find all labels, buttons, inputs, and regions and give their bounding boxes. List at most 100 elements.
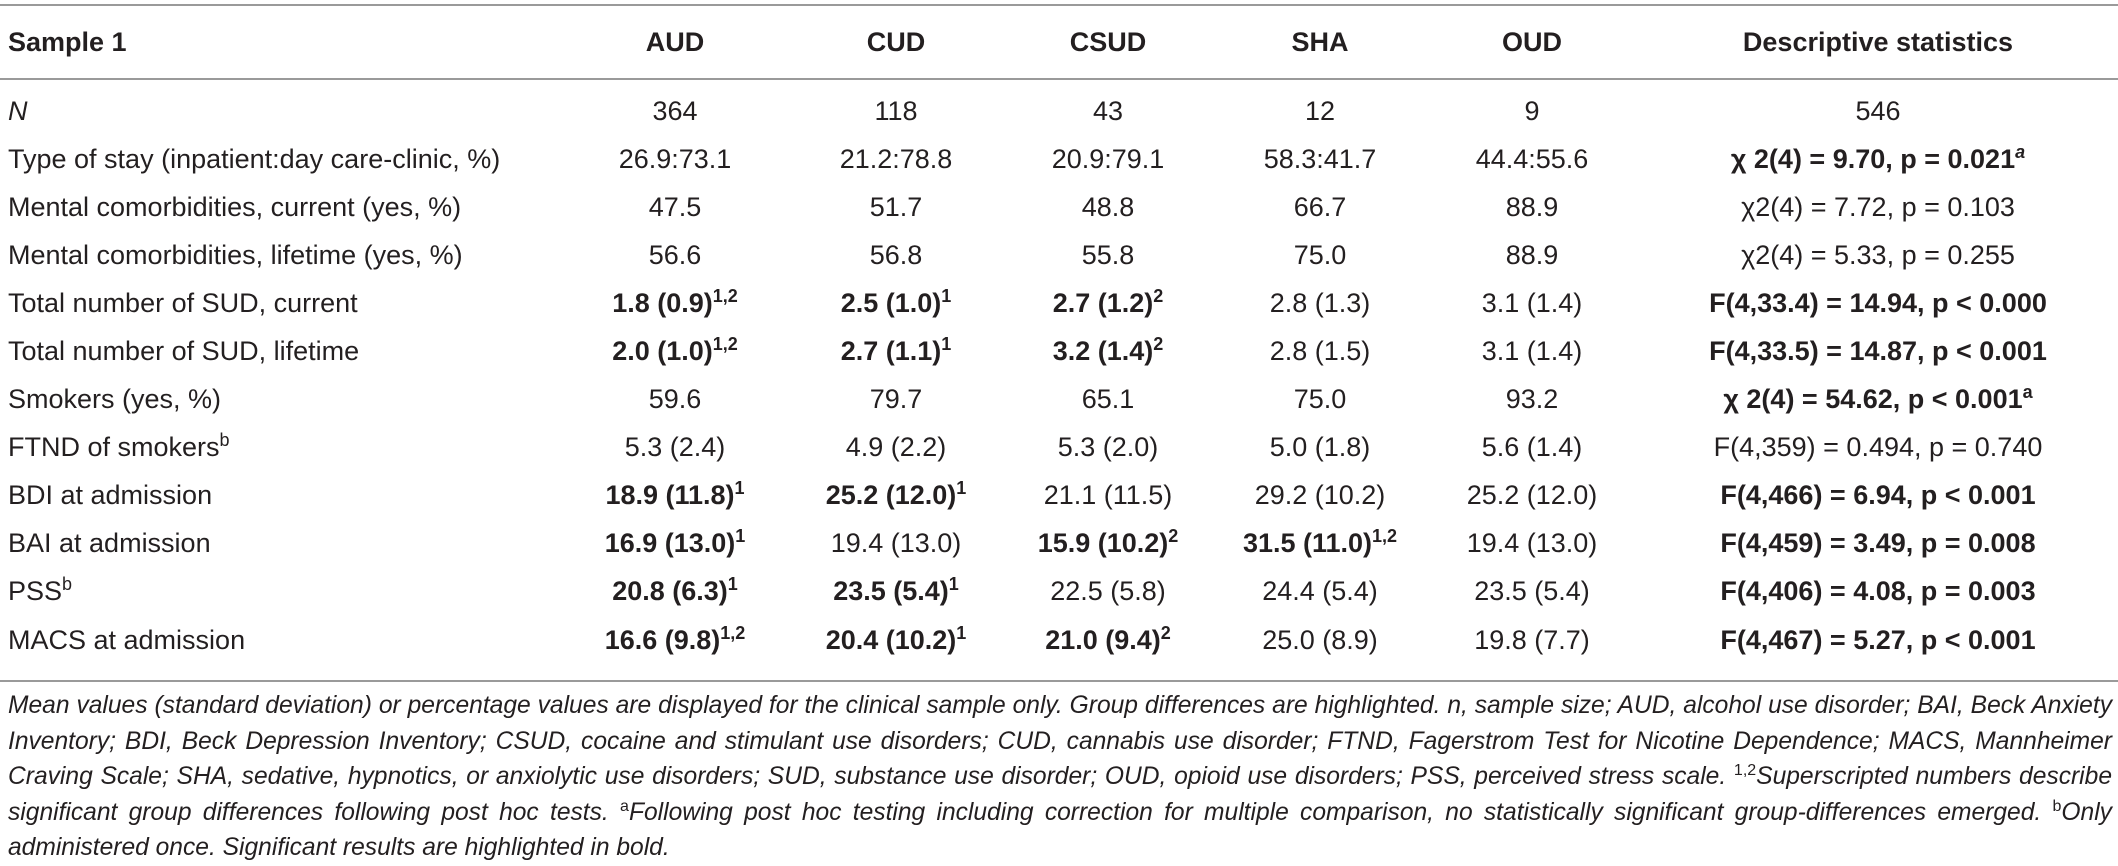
cell-cud: 118	[874, 96, 918, 126]
cell-oud: 88.9	[1505, 239, 1559, 270]
header-oud: OUD	[1502, 26, 1562, 57]
results-table: Sample 1 AUD CUD CSUD SHA OUD Descriptiv…	[0, 4, 2118, 665]
posthoc-marker: 2	[1160, 622, 1171, 643]
posthoc-marker: 2	[1153, 285, 1164, 306]
footnote-note-12: Superscripted numbers describe significa…	[8, 763, 2112, 826]
cell-csud: 3.2 (1.4)2	[1002, 327, 1214, 375]
row-label: BDI at admission	[8, 479, 213, 510]
cell-value: 25.2 (12.0)	[825, 479, 957, 510]
cell-value: 20.8 (6.3)	[612, 575, 728, 606]
cell-oud: 9	[1524, 96, 1540, 126]
header-sample: Sample 1	[8, 26, 127, 57]
row-label: MACS at admission	[8, 624, 246, 655]
footnote-note-a: Following post hoc testing including cor…	[628, 798, 2053, 826]
table-row: PSSb 20.8 (6.3)1 23.5 (5.4)1 22.5 (5.8) …	[0, 567, 2118, 615]
posthoc-marker: 1	[956, 477, 967, 498]
cell-aud: 26.9:73.1	[618, 143, 732, 174]
posthoc-marker: 1,2	[720, 622, 746, 643]
cell-oud: 5.6 (1.4)	[1481, 431, 1583, 462]
footnote-marker: b	[219, 429, 230, 450]
cell-statistics: 546	[1855, 96, 1901, 126]
cell-cud: 20.4 (10.2)1	[790, 615, 1002, 665]
footnote-sup-a: a	[620, 797, 629, 815]
cell-value: 18.9 (11.8)	[605, 479, 735, 510]
header-row: Sample 1 AUD CUD CSUD SHA OUD Descriptiv…	[0, 5, 2118, 79]
cell-cud: 79.7	[869, 383, 923, 414]
cell-cud: 56.8	[869, 239, 923, 270]
posthoc-marker: 1,2	[712, 333, 738, 354]
row-label: PSS	[8, 575, 63, 606]
table-row: Mental comorbidities, lifetime (yes, %) …	[0, 231, 2118, 279]
row-label: Total number of SUD, current	[8, 287, 358, 318]
cell-oud: 44.4:55.6	[1475, 143, 1589, 174]
footnote-main: Mean values (standard deviation) or perc…	[8, 692, 2112, 790]
cell-statistics: χ 2(4) = 54.62, p < 0.001a	[1638, 375, 2118, 423]
cell-sha: 29.2 (10.2)	[1254, 479, 1386, 510]
posthoc-marker: 1	[948, 573, 959, 594]
cell-csud: 15.9 (10.2)2	[1002, 519, 1214, 567]
cell-csud: 65.1	[1081, 383, 1135, 414]
header-aud: AUD	[645, 26, 705, 57]
cell-oud: 23.5 (5.4)	[1474, 575, 1590, 606]
posthoc-marker: 1	[735, 525, 746, 546]
cell-statistics: χ 2(4) = 9.70, p = 0.021a	[1638, 135, 2118, 183]
cell-csud: 55.8	[1081, 239, 1135, 270]
header-descriptive-statistics: Descriptive statistics	[1742, 26, 2014, 57]
cell-aud: 1.8 (0.9)1,2	[560, 279, 790, 327]
cell-statistics: χ2(4) = 7.72, p = 0.103	[1741, 191, 2015, 222]
posthoc-marker: 2	[1168, 525, 1179, 546]
cell-csud: 21.1 (11.5)	[1043, 479, 1173, 510]
cell-aud: 16.9 (13.0)1	[560, 519, 790, 567]
cell-csud: 20.9:79.1	[1051, 143, 1165, 174]
cell-sha: 75.0	[1293, 383, 1347, 414]
stat-value: χ 2(4) = 9.70, p = 0.021	[1730, 143, 2016, 174]
table-row: BDI at admission 18.9 (11.8)1 25.2 (12.0…	[0, 471, 2118, 519]
posthoc-marker: 1,2	[712, 285, 738, 306]
posthoc-marker: 1	[941, 333, 952, 354]
table-row: N 364 118 43 12 9 546	[0, 79, 2118, 135]
cell-oud: 25.2 (12.0)	[1466, 479, 1598, 510]
cell-aud: 47.5	[648, 191, 702, 222]
cell-value: 23.5 (5.4)	[833, 575, 949, 606]
cell-oud: 3.1 (1.4)	[1481, 335, 1583, 366]
cell-statistics: F(4,466) = 6.94, p < 0.001	[1720, 479, 2036, 510]
cell-value: 20.4 (10.2)	[825, 624, 957, 655]
table-footnote: Mean values (standard deviation) or perc…	[8, 688, 2112, 866]
row-label: Mental comorbidities, lifetime (yes, %)	[8, 239, 463, 270]
footnote-note-b: Only administered once. Significant resu…	[8, 798, 2112, 862]
cell-csud: 43	[1092, 96, 1124, 126]
cell-sha: 2.8 (1.3)	[1269, 287, 1371, 318]
row-label: BAI at admission	[8, 527, 211, 558]
cell-value: 1.8 (0.9)	[612, 287, 713, 318]
stat-value: χ 2(4) = 54.62, p < 0.001	[1723, 383, 2023, 414]
row-label: Type of stay (inpatient:day care-clinic,…	[8, 143, 501, 174]
posthoc-marker: 1,2	[1372, 525, 1398, 546]
table-row: Total number of SUD, lifetime 2.0 (1.0)1…	[0, 327, 2118, 375]
cell-sha: 25.0 (8.9)	[1262, 624, 1378, 655]
cell-statistics: F(4,359) = 0.494, p = 0.740	[1713, 431, 2043, 462]
cell-cud: 51.7	[869, 191, 923, 222]
cell-value: 2.7 (1.2)	[1052, 287, 1154, 318]
cell-aud: 18.9 (11.8)1	[560, 471, 790, 519]
cell-cud: 23.5 (5.4)1	[790, 567, 1002, 615]
cell-sha: 58.3:41.7	[1263, 143, 1377, 174]
footnote-marker: b	[62, 573, 73, 594]
cell-statistics: F(4,459) = 3.49, p = 0.008	[1720, 527, 2036, 558]
cell-statistics: F(4,33.5) = 14.87, p < 0.001	[1709, 335, 2047, 366]
cell-value: 2.0 (1.0)	[612, 335, 713, 366]
cell-sha: 12	[1304, 96, 1336, 126]
cell-aud: 20.8 (6.3)1	[560, 567, 790, 615]
cell-cud: 4.9 (2.2)	[845, 431, 947, 462]
posthoc-marker: 1	[956, 622, 967, 643]
cell-sha: 75.0	[1293, 239, 1347, 270]
footnote-sup-b: b	[2052, 797, 2062, 815]
row-label: Total number of SUD, lifetime	[8, 335, 360, 366]
cell-csud: 2.7 (1.2)2	[1002, 279, 1214, 327]
cell-aud: 5.3 (2.4)	[624, 431, 726, 462]
cell-csud: 48.8	[1081, 191, 1135, 222]
row-label-cell: PSSb	[0, 567, 560, 615]
cell-cud: 2.7 (1.1)1	[790, 327, 1002, 375]
cell-oud: 19.8 (7.7)	[1474, 624, 1590, 655]
cell-sha: 31.5 (11.0)1,2	[1214, 519, 1426, 567]
row-label: Mental comorbidities, current (yes, %)	[8, 191, 462, 222]
